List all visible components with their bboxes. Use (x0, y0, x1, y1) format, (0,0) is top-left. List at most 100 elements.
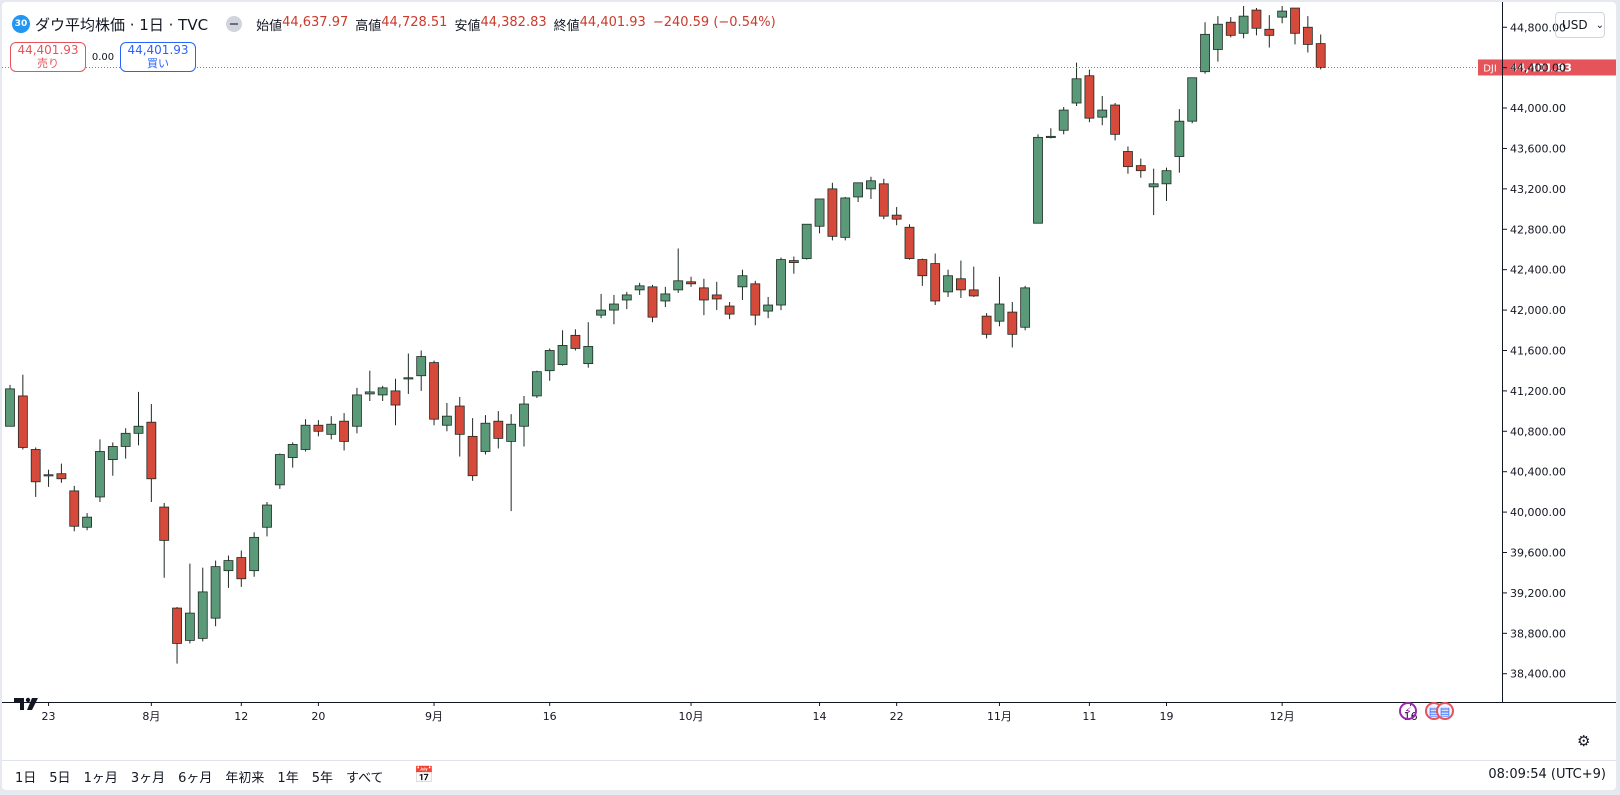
candle[interactable] (43, 469, 54, 487)
candle[interactable] (120, 428, 131, 459)
candle[interactable] (724, 302, 735, 320)
candle[interactable] (377, 385, 388, 401)
candle[interactable] (660, 286, 671, 308)
buy-button[interactable]: 44,401.93 買い (120, 42, 196, 72)
candle[interactable] (634, 282, 645, 295)
candle[interactable] (763, 296, 774, 319)
candle[interactable] (1020, 285, 1031, 331)
candle[interactable] (441, 403, 452, 432)
candle[interactable] (236, 550, 247, 587)
candle[interactable] (673, 248, 684, 293)
candle[interactable] (390, 378, 401, 426)
period-ytd[interactable]: 年初来 (225, 771, 265, 786)
candle[interactable] (1097, 95, 1108, 126)
currency-select[interactable]: USD ⌄ (1555, 12, 1605, 38)
candle[interactable] (853, 182, 863, 202)
candle[interactable] (1238, 6, 1249, 39)
candle[interactable] (776, 257, 786, 311)
candle[interactable] (262, 502, 272, 537)
candle[interactable] (1033, 134, 1043, 224)
candle[interactable] (583, 322, 594, 368)
candle[interactable] (133, 391, 144, 446)
candle[interactable] (1225, 17, 1236, 38)
period-all[interactable]: すべて (345, 771, 384, 786)
candle[interactable] (210, 560, 221, 627)
candle[interactable] (197, 567, 208, 642)
candle[interactable] (1007, 302, 1018, 348)
period-1m[interactable]: 1ヶ月 (83, 771, 118, 786)
candle[interactable] (287, 442, 298, 468)
us-flag-icon-2[interactable]: ▤ (1436, 702, 1454, 720)
candle[interactable] (930, 253, 941, 306)
candle[interactable] (69, 485, 80, 532)
candle[interactable] (904, 224, 915, 260)
candle[interactable] (1084, 69, 1095, 123)
candle[interactable] (1071, 62, 1082, 107)
settings-icon[interactable]: ⚙ (1577, 732, 1591, 750)
candle[interactable] (814, 198, 825, 234)
candle[interactable] (480, 415, 491, 455)
period-1y[interactable]: 1年 (277, 771, 299, 786)
clock[interactable]: 08:09:54 (UTC+9) (1488, 767, 1606, 782)
candle[interactable] (1315, 34, 1326, 70)
candle[interactable] (274, 453, 285, 489)
candle[interactable] (544, 348, 555, 381)
candle[interactable] (621, 291, 632, 310)
candle[interactable] (454, 396, 465, 457)
candle[interactable] (352, 387, 362, 434)
candle[interactable] (878, 178, 889, 220)
candle[interactable] (1174, 109, 1185, 173)
date-range-icon[interactable]: 📅 (414, 765, 434, 784)
candle[interactable] (146, 404, 157, 502)
candle[interactable] (686, 276, 696, 287)
candle[interactable] (1045, 128, 1056, 139)
candle[interactable] (891, 207, 902, 226)
candle[interactable] (519, 395, 529, 447)
candle[interactable] (506, 414, 517, 512)
candle[interactable] (30, 447, 41, 497)
candle[interactable] (1135, 158, 1146, 178)
period-5d[interactable]: 5日 (49, 771, 71, 786)
period-5y[interactable]: 5年 (311, 771, 333, 786)
candle[interactable] (994, 276, 1005, 327)
candle[interactable] (326, 416, 337, 440)
candle[interactable] (981, 313, 992, 339)
candle[interactable] (968, 266, 979, 297)
candle[interactable] (107, 442, 118, 476)
candle[interactable] (699, 278, 709, 316)
candle[interactable] (1302, 16, 1313, 53)
symbol-title[interactable]: ダウ平均株価 · 1日 · TVC (35, 15, 209, 34)
candle[interactable] (801, 223, 812, 260)
collapse-legend-icon[interactable] (226, 16, 243, 32)
candle[interactable] (609, 294, 619, 325)
candle[interactable] (750, 280, 761, 326)
candle[interactable] (364, 370, 375, 401)
period-1d[interactable]: 1日 (15, 771, 37, 786)
candle[interactable] (737, 269, 748, 300)
tradingview-logo[interactable] (14, 696, 44, 717)
candle[interactable] (184, 563, 195, 644)
candle[interactable] (943, 269, 953, 297)
candle[interactable] (1187, 77, 1198, 124)
candle[interactable] (840, 196, 851, 241)
candle[interactable] (1213, 16, 1223, 62)
candle[interactable] (866, 176, 876, 199)
sell-button[interactable]: 44,401.93 売り (10, 42, 86, 72)
period-6m[interactable]: 6ヶ月 (178, 771, 213, 786)
period-3m[interactable]: 3ヶ月 (130, 771, 166, 786)
candle[interactable] (647, 284, 658, 323)
candle[interactable] (1161, 167, 1172, 201)
candle[interactable] (17, 374, 28, 450)
candle[interactable] (5, 384, 15, 427)
candle[interactable] (557, 330, 568, 366)
candle[interactable] (493, 411, 504, 449)
candle[interactable] (339, 413, 350, 451)
candle[interactable] (223, 555, 234, 588)
candle[interactable] (531, 370, 542, 398)
candle[interactable] (249, 532, 260, 577)
candle[interactable] (596, 293, 606, 319)
candle[interactable] (82, 513, 92, 531)
candle[interactable] (711, 281, 722, 311)
candle[interactable] (1290, 7, 1300, 45)
